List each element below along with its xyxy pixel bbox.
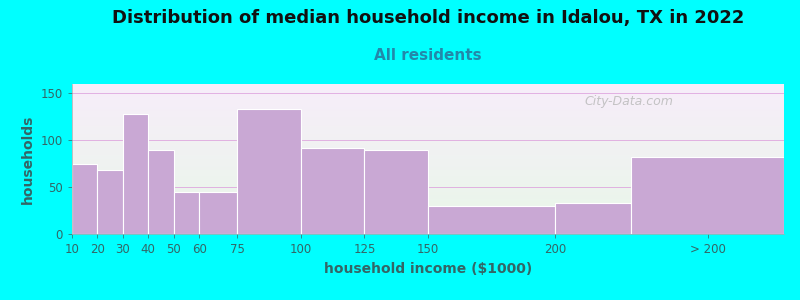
Bar [123, 114, 148, 234]
Bar [174, 192, 199, 234]
Bar [631, 157, 784, 234]
Y-axis label: households: households [21, 114, 35, 204]
Bar [428, 206, 555, 234]
Bar [72, 164, 98, 234]
Text: Distribution of median household income in Idalou, TX in 2022: Distribution of median household income … [112, 9, 744, 27]
Bar [365, 150, 428, 234]
Bar [555, 203, 631, 234]
Text: All residents: All residents [374, 48, 482, 63]
Bar [148, 150, 174, 234]
Bar [199, 192, 238, 234]
Text: City-Data.com: City-Data.com [585, 94, 674, 107]
X-axis label: household income ($1000): household income ($1000) [324, 262, 532, 276]
Bar [238, 109, 301, 234]
Bar [98, 170, 123, 234]
Bar [301, 148, 365, 234]
